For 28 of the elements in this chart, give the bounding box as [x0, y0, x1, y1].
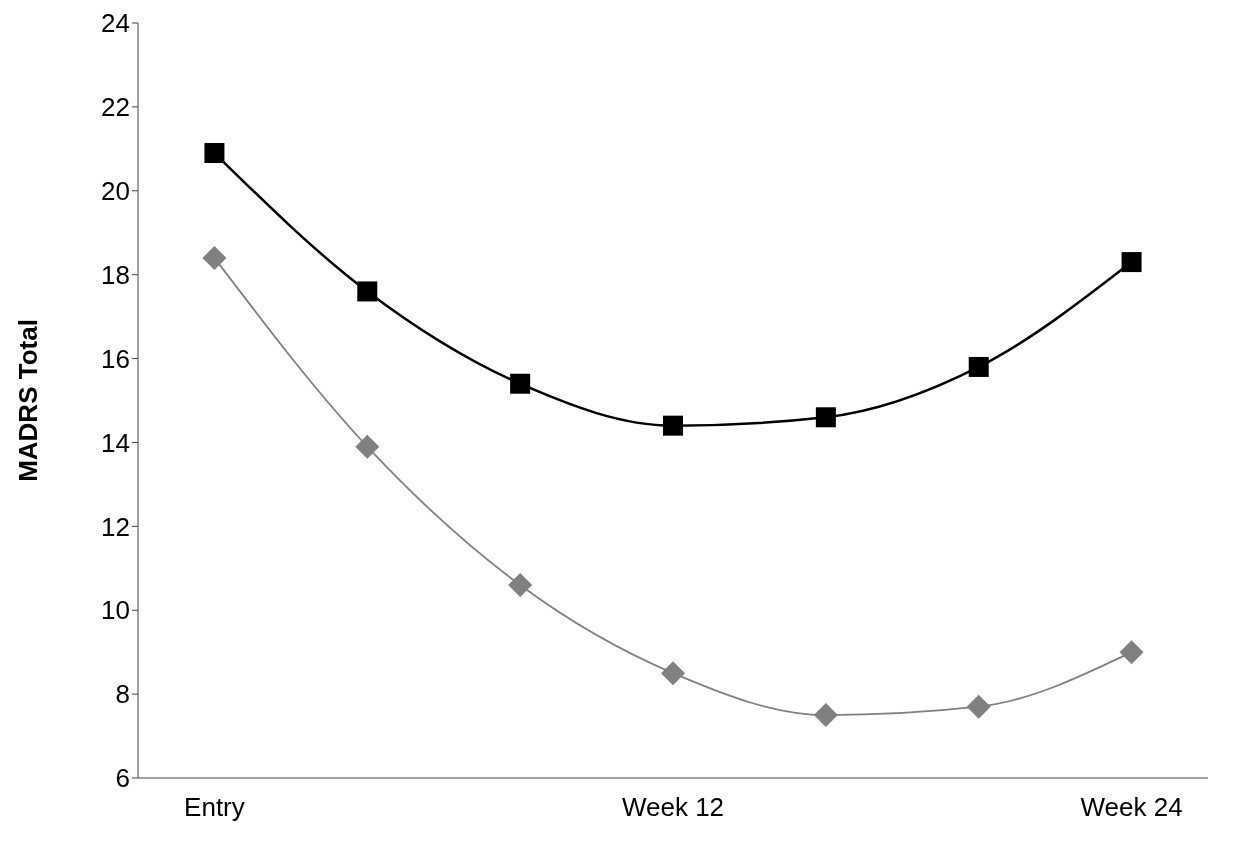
point [968, 356, 989, 377]
y-tick-label: 10 [101, 595, 130, 626]
y-tick-label: 24 [101, 8, 130, 39]
x-tick-label: Entry [184, 792, 245, 823]
y-tick-label: 22 [101, 92, 130, 123]
point [966, 694, 991, 719]
point [1121, 252, 1142, 273]
point [204, 143, 225, 164]
point [1119, 640, 1144, 665]
point [813, 703, 838, 728]
y-tick-label: 18 [101, 259, 130, 290]
y-tick-label: 16 [101, 343, 130, 374]
point [508, 573, 533, 598]
point [663, 415, 683, 436]
x-tick-label: Week 24 [1080, 792, 1183, 823]
point [815, 407, 836, 428]
point [202, 245, 227, 270]
x-tick-label: Week 12 [621, 792, 725, 823]
point [357, 281, 378, 302]
point [661, 661, 685, 686]
point [355, 434, 380, 459]
y-tick-label: 6 [115, 763, 130, 794]
y-axis-title: MADRS Total [13, 319, 44, 482]
y-tick-label: 8 [115, 679, 130, 710]
y-tick-label: 12 [101, 511, 130, 542]
point [510, 373, 531, 394]
y-tick-label: 20 [101, 176, 130, 207]
y-tick-label: 14 [101, 427, 130, 458]
